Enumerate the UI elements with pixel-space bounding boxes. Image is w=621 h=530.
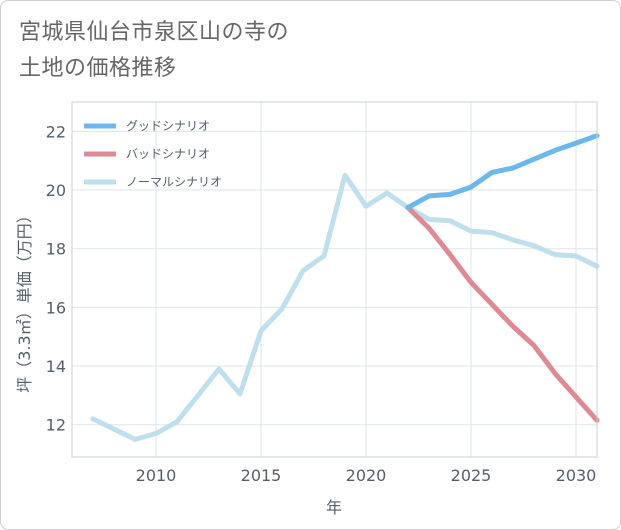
y-tick-label: 18: [46, 240, 66, 259]
x-tick-label: 2010: [136, 466, 177, 485]
x-tick-label: 2020: [346, 466, 387, 485]
y-tick-label: 12: [46, 416, 66, 435]
tick-labels: 2010 2015 2020 2025 2030 12 14 16 18 20 22: [46, 122, 597, 485]
series-line-2: [90, 172, 600, 442]
y-tick-label: 20: [46, 181, 66, 200]
x-tick-label: 2025: [451, 466, 492, 485]
x-tick-label: 2030: [556, 466, 597, 485]
series-lines: [90, 133, 600, 442]
legend-label: バッドシナリオ: [126, 147, 210, 161]
series-line-1: [405, 205, 600, 423]
y-tick-label: 22: [46, 122, 66, 141]
legend-label: グッドシナリオ: [126, 119, 210, 133]
y-tick-label: 14: [46, 357, 66, 376]
series-line-0: [405, 133, 600, 211]
x-axis-title: 年: [326, 498, 342, 517]
x-tick-label: 2015: [241, 466, 282, 485]
chart-title-line-1: 宮城県仙台市泉区山の寺の: [19, 20, 290, 45]
y-axis-title: 坪（3.3㎡）単価（万円）: [15, 207, 34, 392]
chart-title: 宮城県仙台市泉区山の寺の 土地の価格推移: [19, 15, 289, 87]
y-tick-label: 16: [46, 298, 66, 317]
legend-label: ノーマルシナリオ: [126, 175, 222, 189]
chart-title-line-2: 土地の価格推移: [19, 56, 177, 81]
plot-frame: [71, 101, 598, 458]
